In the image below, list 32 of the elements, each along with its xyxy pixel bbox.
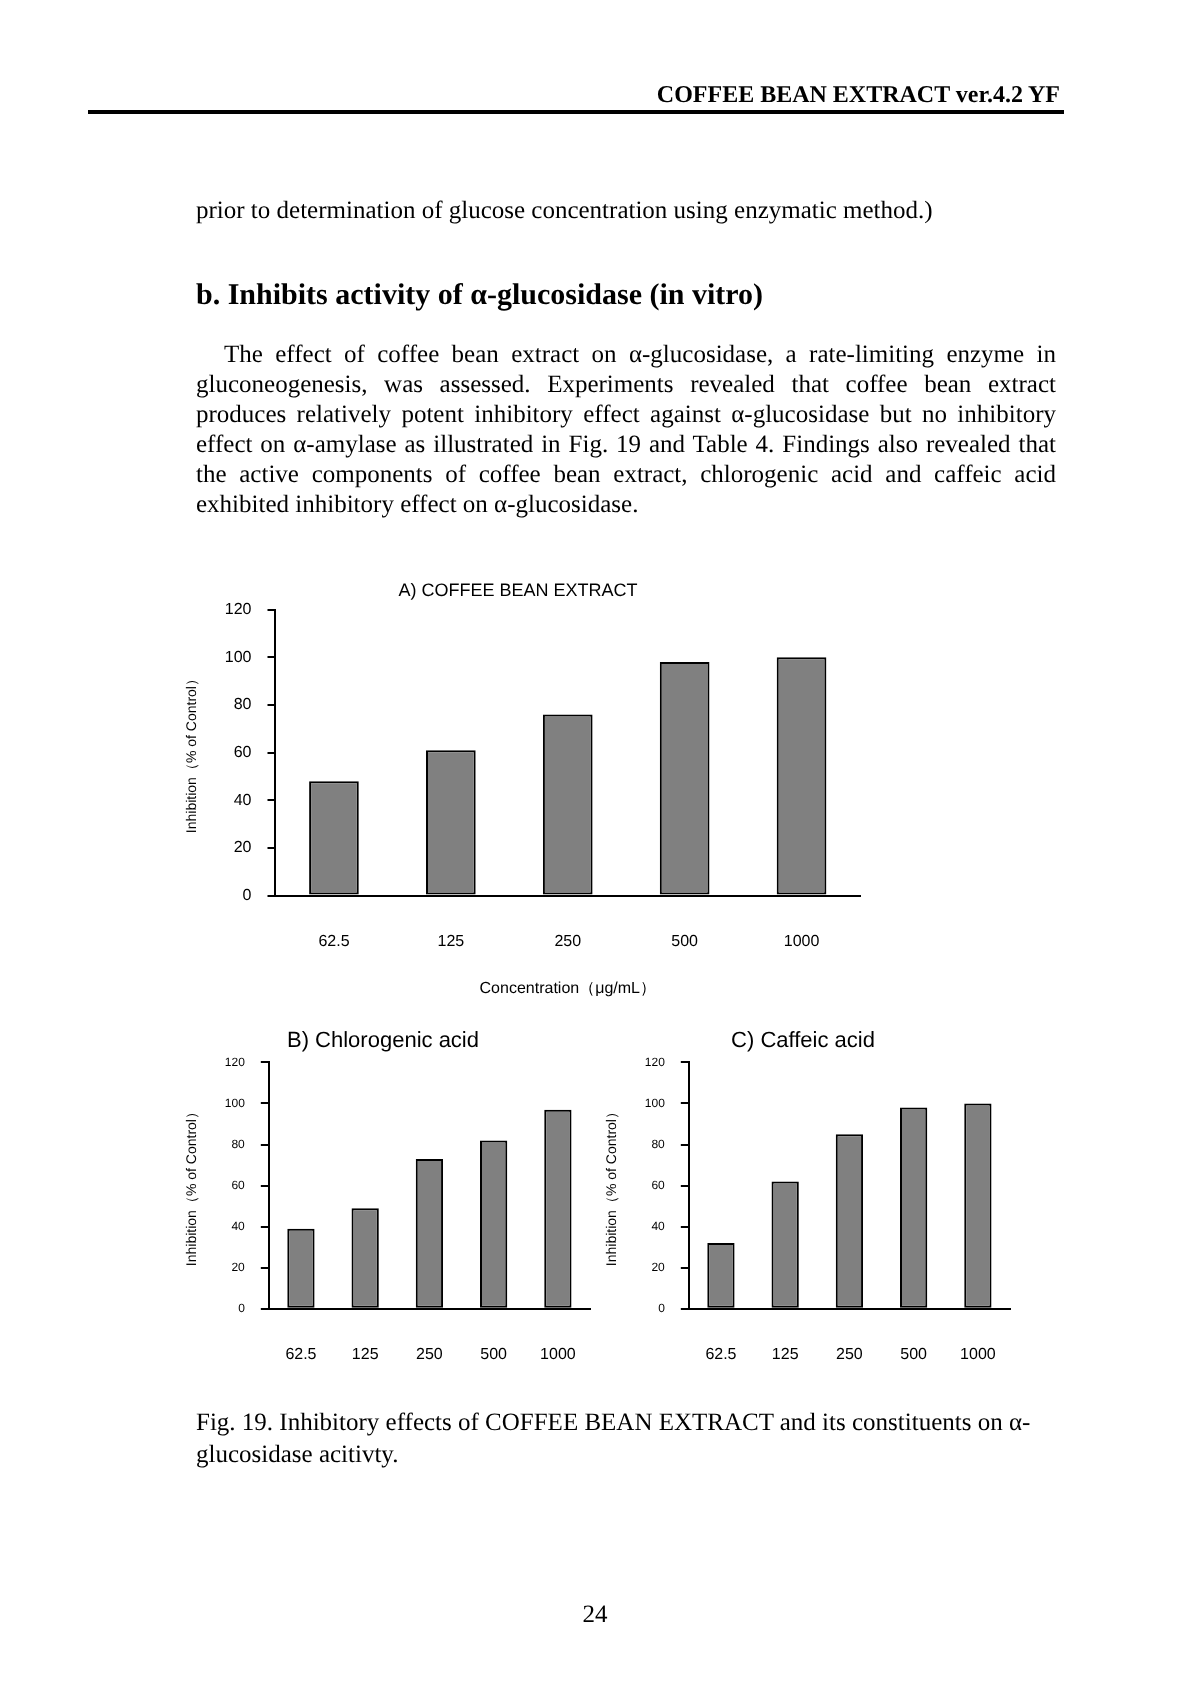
x-tick-label: 62.5 xyxy=(318,931,351,950)
chart-title: A) COFFEE BEAN EXTRACT xyxy=(398,579,639,600)
x-tick-label: 250 xyxy=(554,931,583,950)
text: prior to determination of glucose concentration using enzymatic method.) xyxy=(196,196,935,226)
text: 24 xyxy=(580,1600,610,1630)
x-tick-label: 250 xyxy=(416,1344,444,1363)
x-tick-label: 250 xyxy=(836,1344,864,1363)
text: b. Inhibits activity of α-glucosidase (in vitro) xyxy=(196,280,766,314)
x-tick-label: 500 xyxy=(900,1344,929,1363)
x-tick-label: 1000 xyxy=(960,1344,997,1363)
chart-title: B) Chlorogenic acid xyxy=(287,1029,479,1054)
y-tick-label: 20 xyxy=(233,838,253,857)
caption: Fig. 19. Inhibitory effects of COFFEE BEAN EXTRACT and its constituents on α-glucosidase acitivty. xyxy=(196,1406,1033,1470)
x-tick-label: 125 xyxy=(351,1344,380,1363)
chart-title: C) Caffeic acid xyxy=(731,1029,875,1054)
y-tick-label: 40 xyxy=(233,790,253,809)
x-tick-label: 125 xyxy=(437,931,466,950)
y-tick-label: 80 xyxy=(233,695,253,714)
text: The effect of coffee bean extract on α-glucosidase, a rate-limiting enzyme in gluconeogenesis, was assessed. Experiments revealed that coffee bean extract produces relatively potent inhibitory effect against α-glucosidase but no inhibitory effect on α-amylase as illustrated in Fig. 19 and Table 4. Findings also revealed that the active components of coffee bean extract, chlorogenic acid and caffeic acid exhibited inhibitory effect on α-glucosidase. xyxy=(196,340,1056,520)
text: COFFEE BEAN EXTRACT ver.4.2 YF xyxy=(654,80,1060,110)
x-tick-label: 1000 xyxy=(783,931,821,950)
x-tick-label: 500 xyxy=(671,931,700,950)
x-tick-label: 125 xyxy=(771,1344,800,1363)
x-tick-label: 62.5 xyxy=(705,1344,738,1363)
y-tick-label: 60 xyxy=(233,743,253,762)
y-tick-label: 120 xyxy=(224,600,253,619)
y-tick-label: 0 xyxy=(242,886,253,905)
x-tick-label: 500 xyxy=(480,1344,509,1363)
x-tick-label: 62.5 xyxy=(285,1344,318,1363)
y-tick-label: 100 xyxy=(224,647,253,666)
x-axis-title: Concentration（μg/mL） xyxy=(479,978,656,997)
x-tick-label: 1000 xyxy=(540,1344,577,1363)
